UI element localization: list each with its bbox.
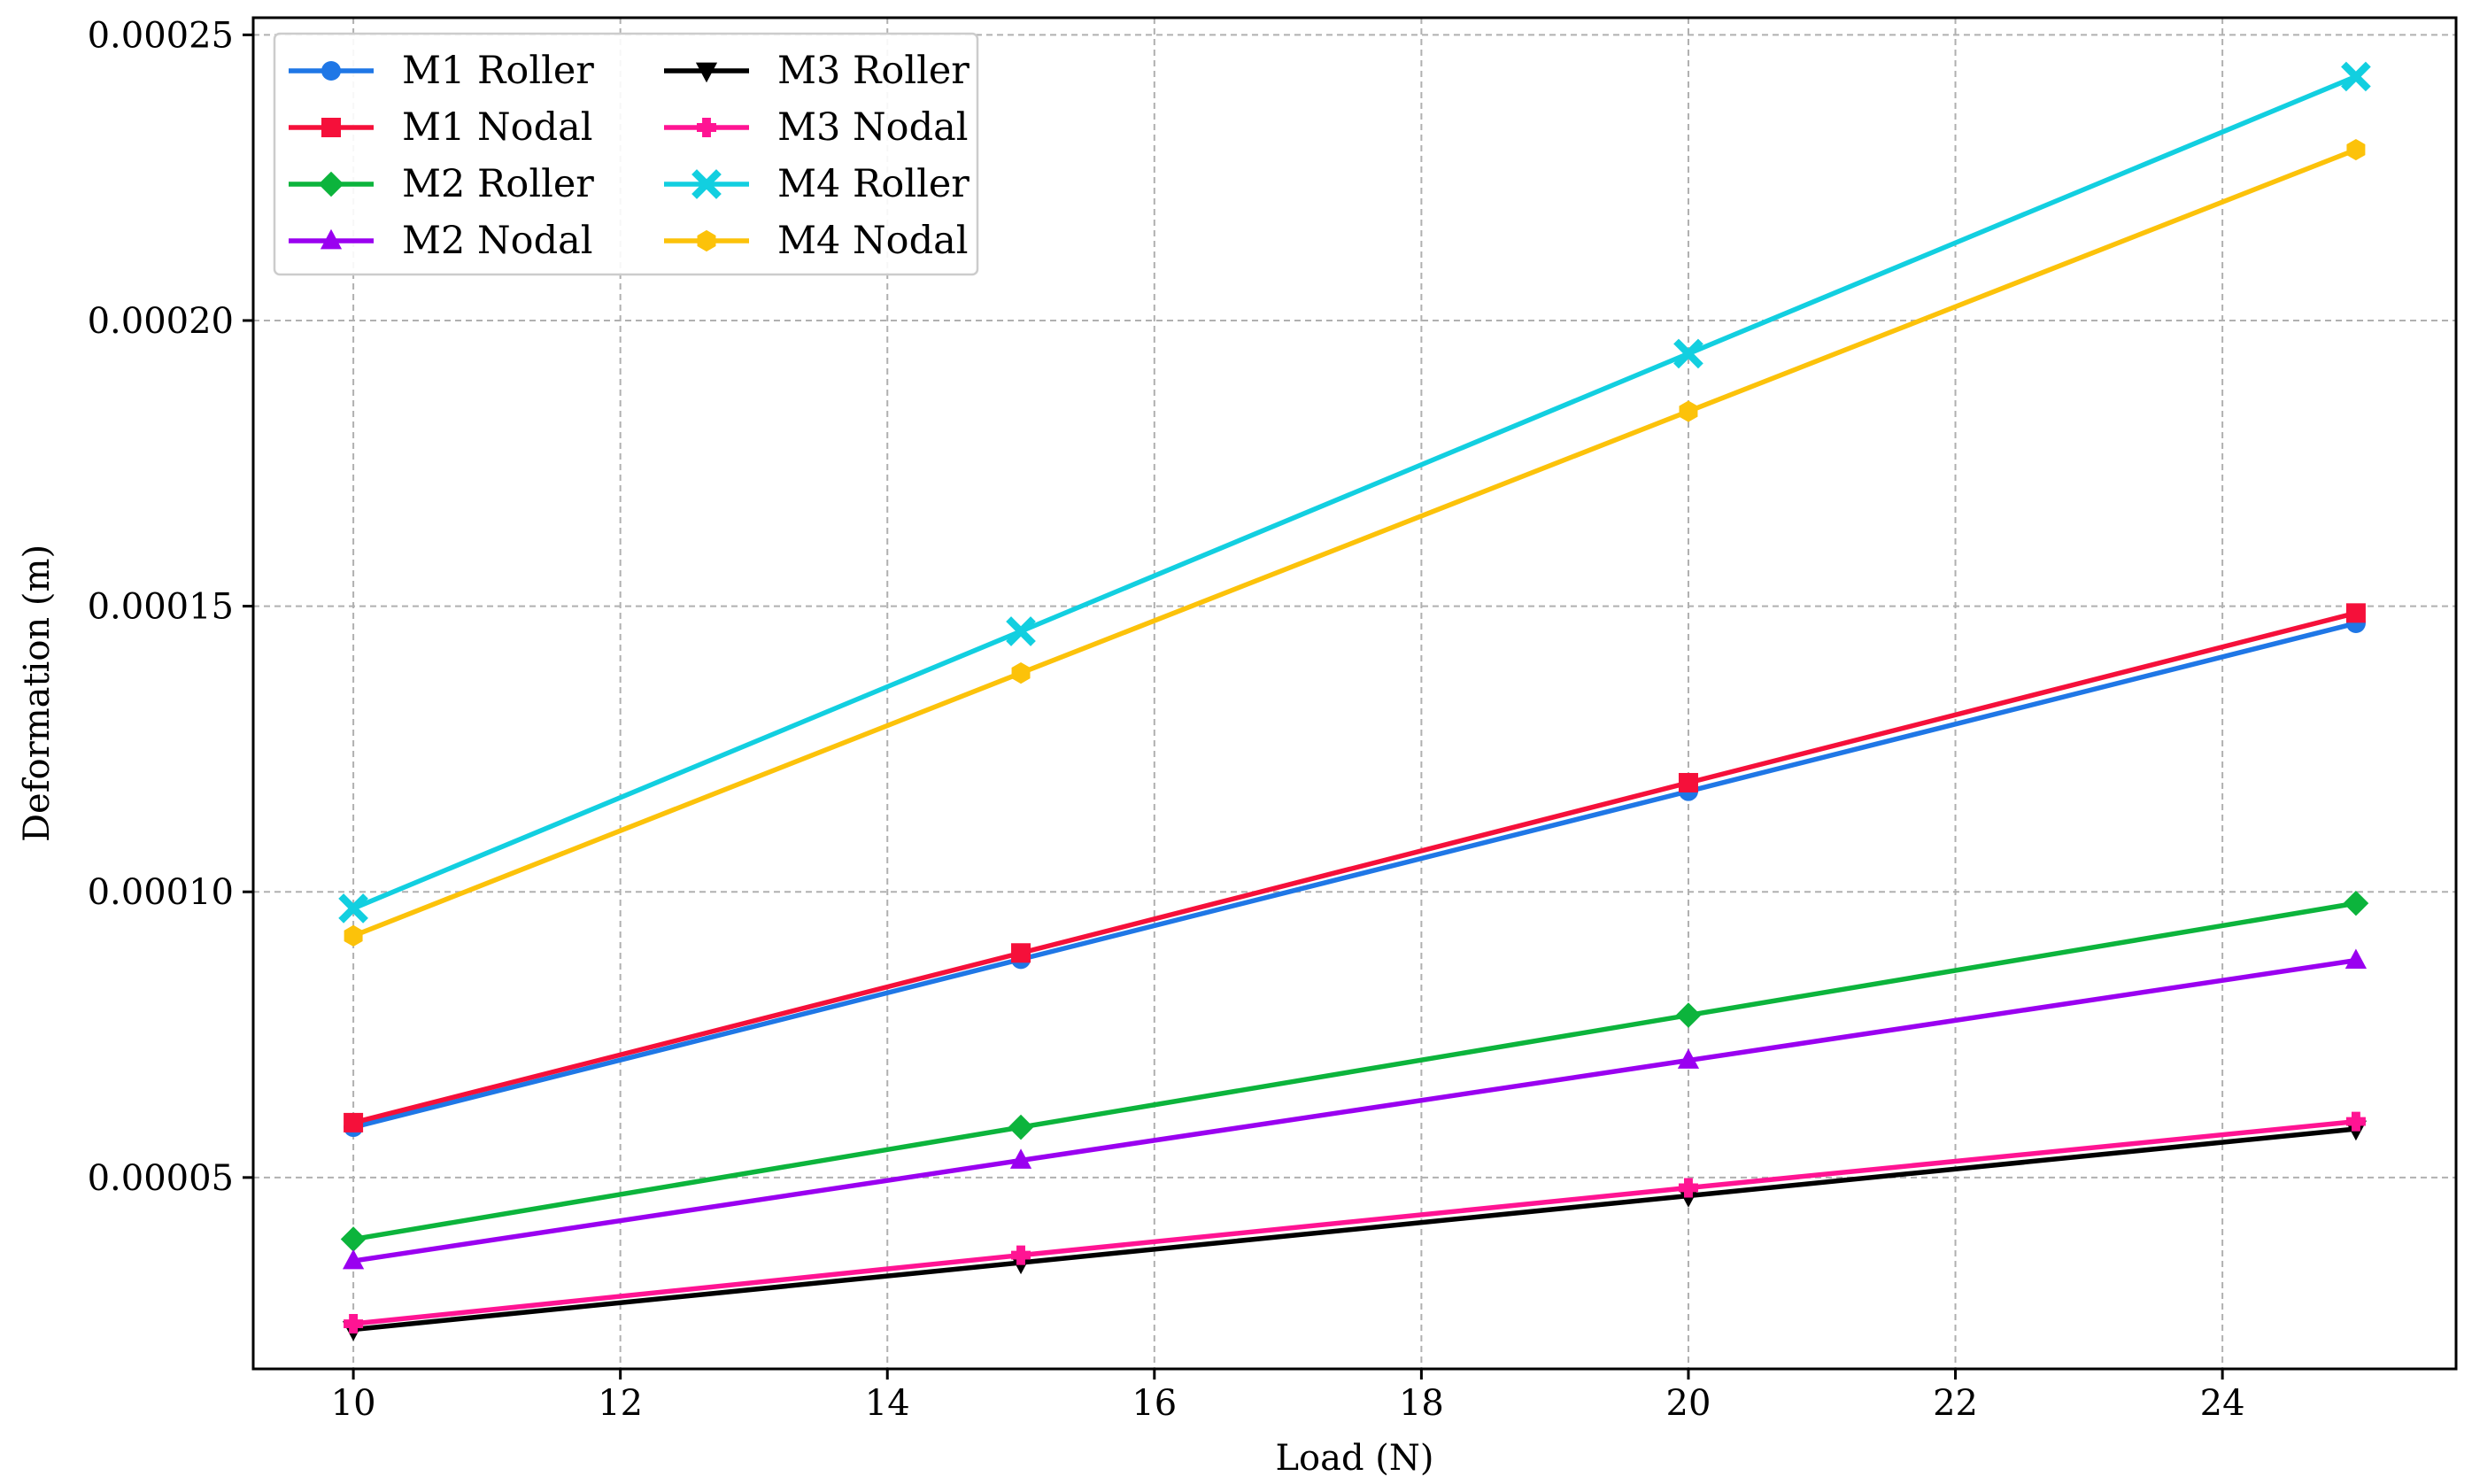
y-tick-label: 0.00015 xyxy=(88,587,234,628)
y-tick-label: 0.00010 xyxy=(88,872,234,913)
series-line-m4-roller xyxy=(352,73,2357,911)
series-m4-nodal xyxy=(344,138,2366,947)
series-m1-roller xyxy=(344,613,2366,1138)
data-point-m1-nodal xyxy=(1678,772,1698,792)
legend-label: M3 Nodal xyxy=(777,105,968,150)
legend-label: M2 Nodal xyxy=(402,219,592,263)
series-m2-roller xyxy=(340,890,2369,1252)
y-tick-label: 0.00025 xyxy=(88,15,234,56)
legend-item-m3-roller: M3 Roller xyxy=(664,49,969,93)
x-tick-label: 18 xyxy=(1399,1383,1444,1424)
data-point-m3-nodal xyxy=(1011,1245,1031,1265)
y-axis-label: Deformation (m) xyxy=(17,545,58,842)
data-point-m4-roller xyxy=(2341,61,2371,92)
series-line-m3-roller xyxy=(352,1126,2357,1333)
legend-marker-m2-nodal xyxy=(320,228,343,250)
x-tick-label: 16 xyxy=(1132,1383,1177,1424)
legend-box xyxy=(273,32,979,276)
legend-marker-m1-roller xyxy=(321,61,341,81)
data-point-m1-nodal xyxy=(2345,603,2366,623)
data-point-m2-nodal xyxy=(2345,948,2368,970)
data-point-m4-nodal xyxy=(1679,400,1698,422)
data-point-m3-nodal xyxy=(1678,1178,1698,1198)
data-point-m3-nodal xyxy=(2345,1111,2366,1132)
legend-item-m2-nodal: M2 Nodal xyxy=(289,219,592,263)
legend-label: M1 Roller xyxy=(402,49,594,93)
x-tick-label: 12 xyxy=(598,1383,643,1424)
legend-marker-m2-roller xyxy=(318,171,344,197)
x-tick-label: 14 xyxy=(865,1383,910,1424)
legend-item-m4-nodal: M4 Nodal xyxy=(664,219,968,263)
legend-marker-m3-nodal xyxy=(697,118,716,137)
axis-ticks: 10 12 14 16 18 20 22 24 0.00005 0.00010 0.00015 0.0… xyxy=(88,15,2245,1424)
series-m3-nodal xyxy=(344,1111,2366,1334)
series-line-m2-nodal xyxy=(352,957,2357,1264)
legend-marker-m1-nodal xyxy=(321,118,341,137)
legend-marker-m4-roller xyxy=(691,169,722,199)
y-tick-label: 0.00005 xyxy=(88,1158,234,1199)
plot-frame xyxy=(251,16,2458,1371)
data-point-m2-nodal xyxy=(1677,1048,1700,1069)
series-m1-nodal xyxy=(344,603,2366,1132)
grid xyxy=(253,18,2456,1369)
legend-label: M2 Roller xyxy=(402,162,594,206)
legend-item-m2-roller: M2 Roller xyxy=(289,162,594,206)
series-line-m2-roller xyxy=(352,900,2357,1242)
data-point-m4-nodal xyxy=(2346,138,2366,161)
series-m3-roller xyxy=(342,1120,2368,1341)
legend-item-m1-nodal: M1 Nodal xyxy=(289,105,592,150)
legend-label: M3 Roller xyxy=(777,49,969,93)
legend-label: M4 Nodal xyxy=(777,219,968,263)
x-tick-label: 24 xyxy=(2200,1383,2245,1424)
y-tick-label: 0.00020 xyxy=(88,301,234,342)
data-point-m4-nodal xyxy=(1011,661,1031,684)
legend-item-m3-nodal: M3 Nodal xyxy=(664,105,968,150)
plot-series xyxy=(338,61,2371,1341)
data-point-m2-nodal xyxy=(1009,1148,1032,1169)
data-point-m4-nodal xyxy=(344,924,363,947)
x-axis-label: Load (N) xyxy=(1275,1438,1433,1479)
x-tick-label: 10 xyxy=(331,1383,376,1424)
data-point-m4-roller xyxy=(1006,616,1036,646)
legend-item-m4-roller: M4 Roller xyxy=(664,162,969,206)
legend-marker-m3-roller xyxy=(695,62,718,83)
legend-item-m1-roller: M1 Roller xyxy=(289,49,594,93)
legend: M1 Roller M1 Nodal M2 Roller M2 Nodal M3 Rol… xyxy=(273,32,979,276)
series-line-m1-roller xyxy=(352,621,2357,1130)
data-point-m2-roller xyxy=(340,1226,367,1252)
data-point-m3-nodal xyxy=(344,1314,364,1334)
series-m2-nodal xyxy=(342,948,2368,1270)
legend-marker-m4-nodal xyxy=(697,229,716,252)
data-point-m2-roller xyxy=(1675,1002,1702,1028)
data-point-m4-roller xyxy=(1673,338,1703,369)
x-tick-label: 22 xyxy=(1933,1383,1978,1424)
data-point-m1-nodal xyxy=(344,1112,364,1132)
data-point-m2-nodal xyxy=(342,1248,365,1270)
legend-label: M4 Roller xyxy=(777,162,969,206)
series-line-m4-nodal xyxy=(352,147,2357,939)
x-tick-label: 20 xyxy=(1666,1383,1711,1424)
data-point-m2-roller xyxy=(2343,890,2369,916)
data-point-m4-roller xyxy=(338,893,368,924)
series-m4-roller xyxy=(338,61,2371,924)
series-line-m1-nodal xyxy=(352,610,2357,1125)
series-line-m3-nodal xyxy=(352,1118,2357,1326)
data-point-m1-nodal xyxy=(1011,943,1031,963)
data-point-m2-roller xyxy=(1008,1114,1034,1140)
legend-label: M1 Nodal xyxy=(402,105,592,150)
